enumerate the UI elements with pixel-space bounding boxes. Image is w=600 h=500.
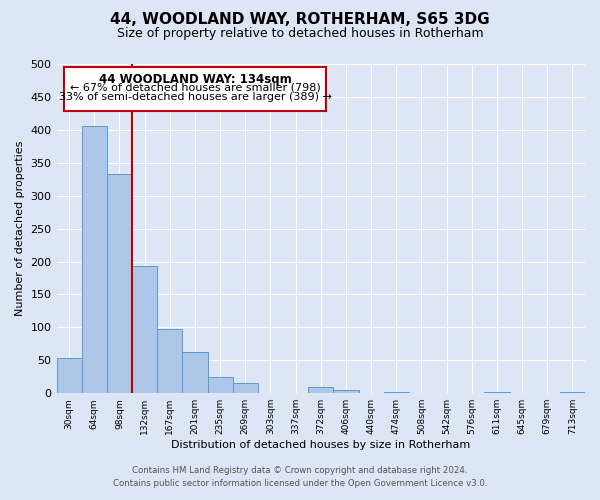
Bar (82, 126, 107, 393)
Bar (383, 392, 409, 393)
Bar (56, 358, 82, 393)
Bar (308, 386, 334, 393)
Text: 44, WOODLAND WAY, ROTHERHAM, S65 3DG: 44, WOODLAND WAY, ROTHERHAM, S65 3DG (110, 12, 490, 28)
X-axis label: Distribution of detached houses by size in Rotherham: Distribution of detached houses by size … (171, 440, 470, 450)
Text: ← 67% of detached houses are smaller (798): ← 67% of detached houses are smaller (79… (70, 82, 320, 92)
Text: Contains HM Land Registry data © Crown copyright and database right 2024.
Contai: Contains HM Land Registry data © Crown c… (113, 466, 487, 487)
Y-axis label: Number of detached properties: Number of detached properties (15, 141, 25, 316)
Bar (182, 352, 208, 393)
Bar (64, 68, 326, 112)
Bar (560, 392, 585, 393)
Bar (107, 174, 132, 393)
Bar (208, 376, 233, 393)
Bar (157, 328, 182, 393)
Text: 33% of semi-detached houses are larger (389) →: 33% of semi-detached houses are larger (… (59, 92, 331, 102)
Bar (484, 392, 509, 393)
Bar (132, 266, 157, 393)
Text: 44 WOODLAND WAY: 134sqm: 44 WOODLAND WAY: 134sqm (98, 72, 292, 86)
Text: Size of property relative to detached houses in Rotherham: Size of property relative to detached ho… (116, 28, 484, 40)
Bar (334, 390, 359, 393)
Bar (233, 384, 258, 393)
